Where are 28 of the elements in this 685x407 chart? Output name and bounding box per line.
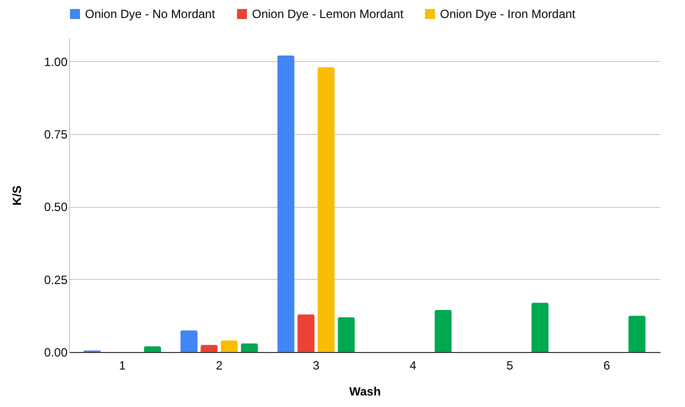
y-tick-label: 1.00	[44, 54, 68, 69]
bar	[338, 317, 355, 352]
bar	[144, 346, 162, 352]
x-tick-label: 6	[603, 358, 610, 372]
bar	[297, 314, 315, 352]
bar	[180, 330, 198, 352]
bar	[240, 343, 258, 352]
bar	[200, 344, 218, 352]
y-tick-label: 0.25	[44, 272, 68, 287]
legend-label: Onion Dye - Lemon Mordant	[252, 7, 404, 21]
legend-label: Onion Dye - No Mordant	[85, 7, 216, 21]
bar	[220, 340, 238, 352]
x-tick-label: 4	[410, 358, 417, 372]
legend-label: Onion Dye - Iron Mordant	[440, 7, 576, 21]
x-tick-label: 2	[216, 358, 223, 372]
bar	[318, 67, 335, 352]
y-tick-label: 0.00	[44, 346, 68, 360]
bar	[277, 55, 294, 352]
bar	[434, 310, 452, 352]
x-tick-label: 3	[312, 358, 320, 372]
x-tick-label: 1	[118, 358, 126, 372]
y-tick-label: 0.75	[44, 127, 68, 142]
x-tick-label: 5	[506, 358, 514, 372]
y-tick-label: 0.50	[44, 200, 68, 214]
y-axis-title: K/S	[10, 185, 24, 206]
x-axis-title: Wash	[349, 384, 381, 398]
bar	[628, 316, 646, 352]
bar	[531, 302, 549, 352]
